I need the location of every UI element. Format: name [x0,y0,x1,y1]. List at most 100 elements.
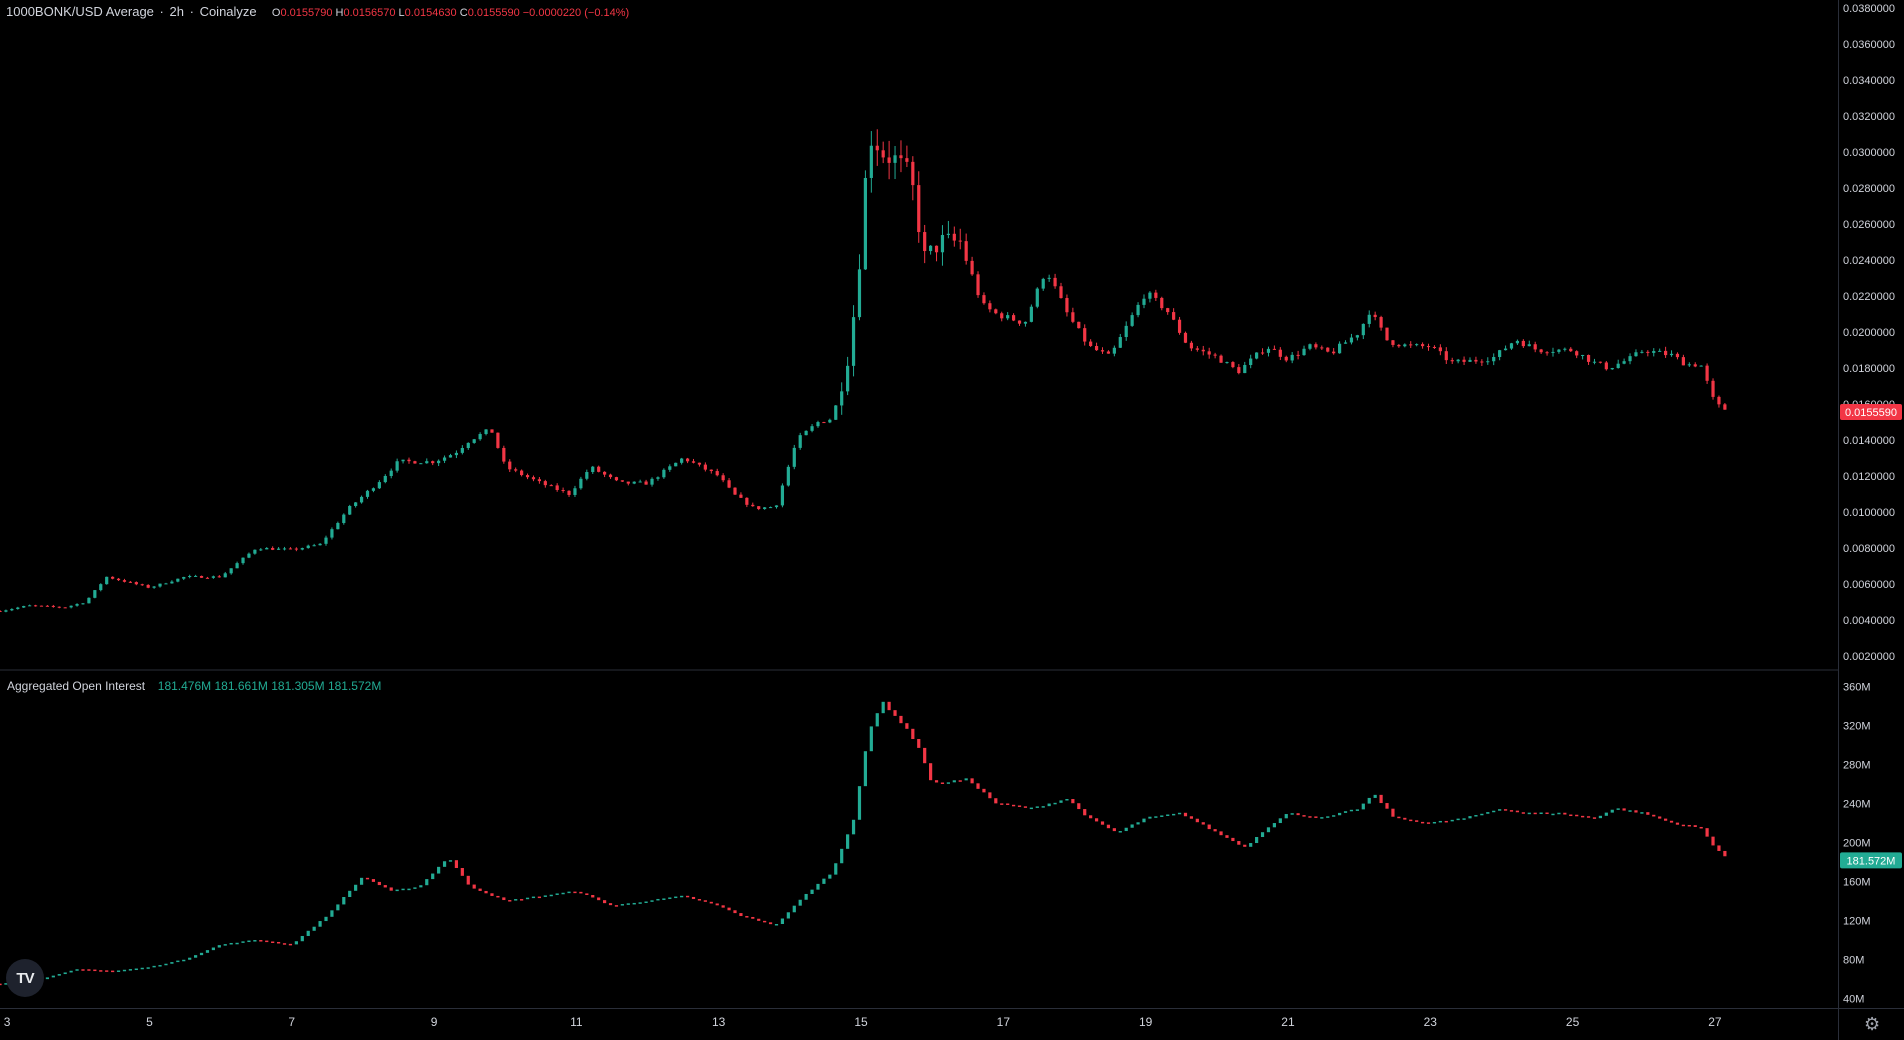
oi-candle [454,860,459,869]
price-candle [543,481,547,486]
price-candle [917,185,921,233]
oi-legend: Aggregated Open Interest 181.476M 181.66… [7,679,381,693]
oi-candle [259,940,263,942]
oi-candle [1201,822,1205,825]
oi-candle [105,970,109,972]
price-candle [786,466,790,486]
oi-candle [626,903,630,905]
symbol-title[interactable]: 1000BONK/USD Average [6,4,154,19]
price-candle [1349,337,1354,343]
oi-candle [265,940,269,943]
price-candle [828,419,832,423]
price-candle [300,548,304,550]
oi-candle [520,899,524,901]
high-label: H [335,7,344,19]
price-candle [911,161,915,186]
oi-candle [271,941,275,943]
oi-candle [1094,818,1099,822]
price-candle [620,480,624,482]
price-candle [1385,327,1389,341]
price-candle [188,576,192,578]
price-candle [401,459,405,462]
oi-candle [1391,808,1395,817]
oi-candle [1177,812,1182,815]
oi-candle [555,893,559,895]
oi-candle [51,975,55,978]
price-candle [816,422,820,427]
price-candle [632,481,636,484]
oi-candle [1486,812,1490,814]
oi-candle [1071,799,1075,804]
price-candle [1432,346,1437,348]
oi-candle [442,861,447,867]
tradingview-logo-icon[interactable]: TV [6,959,44,997]
oi-value-1: 181.476M [157,679,212,693]
open-value: 0.0155790 [280,7,333,19]
oi-candle [1225,835,1229,838]
price-candle [247,553,251,558]
price-candle [1213,354,1217,356]
oi-candle [348,890,352,898]
oi-candle [419,885,423,888]
oi-candle [1029,807,1033,810]
oi-candle [1172,813,1176,816]
oi-candle [964,778,968,781]
price-candle [798,435,802,448]
price-pane[interactable] [0,129,1838,613]
oi-candle [893,710,897,716]
price-candle [1106,351,1111,354]
oi-candle [330,910,334,917]
oi-candle [1106,824,1111,829]
oi-candle [668,897,672,899]
oi-candle [970,778,974,784]
price-candle [460,447,464,453]
price-candle [1367,314,1371,324]
gear-icon[interactable]: ⚙ [1864,1014,1881,1034]
oi-value-3: 181.305M [271,679,325,693]
oi-candle [946,782,950,784]
oi-candle [1343,811,1348,813]
oi-candle [934,780,939,783]
oi-candle [1041,806,1045,808]
oi-candle [1409,819,1413,822]
oi-title[interactable]: Aggregated Open Interest [7,679,146,693]
oi-candle [525,897,530,900]
separator: · [159,4,164,19]
price-candle [1166,308,1170,313]
price-candle [685,458,690,462]
interval-label[interactable]: 2h [169,4,184,19]
price-candle [312,545,316,547]
price-candle [1219,355,1223,363]
oi-candle [632,902,636,905]
oi-candle [887,701,891,711]
time-tick-label: 27 [1708,1015,1722,1029]
oi-pane[interactable] [0,701,1727,986]
price-candle [1545,352,1549,354]
price-candle [585,472,589,479]
price-candle [822,422,826,424]
oi-candle [810,889,814,894]
price-candle [976,274,980,296]
price-candle [857,269,862,318]
price-candle [875,145,879,151]
price-candle [1391,340,1395,345]
price-candle [1255,352,1259,359]
price-candle [946,233,950,235]
price-candle [437,460,441,464]
price-candle [1332,351,1336,354]
price-candle [1675,353,1680,358]
oi-candle [1723,850,1727,857]
price-candle [614,477,619,481]
oi-tick-label: 240M [1843,798,1871,810]
oi-candle [786,912,790,919]
price-candle [1314,344,1318,348]
oi-candle [1154,816,1158,818]
price-candle [1610,368,1614,370]
price-candle [1047,277,1051,279]
time-tick-label: 19 [1139,1015,1153,1029]
oi-candle [857,786,862,820]
time-tick-label: 9 [431,1015,438,1029]
price-candle [164,583,168,585]
price-candle [709,469,713,472]
